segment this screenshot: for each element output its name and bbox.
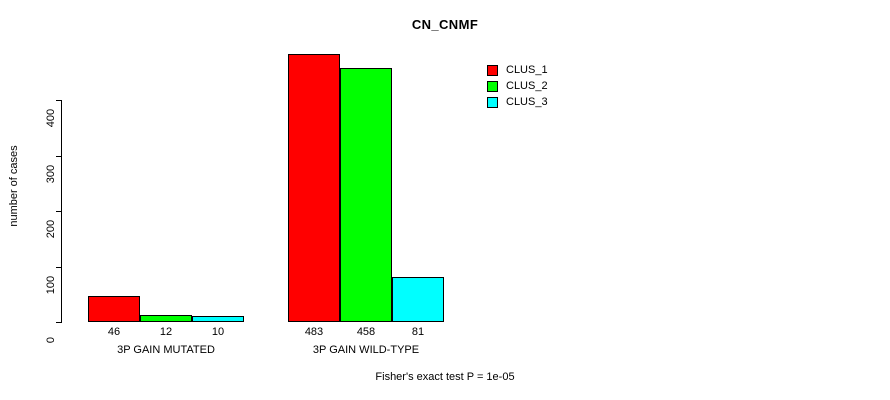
group-label: 3P GAIN MUTATED xyxy=(117,344,215,356)
bar xyxy=(392,277,444,322)
bar-value-label: 12 xyxy=(159,326,173,338)
legend-swatch-icon xyxy=(487,81,498,92)
y-axis-tick-label: 100 xyxy=(45,275,57,294)
bar-value-label: 46 xyxy=(107,326,121,338)
legend-item: CLUS_1 xyxy=(487,63,548,78)
bar xyxy=(288,54,340,322)
legend-item-label: CLUS_3 xyxy=(506,96,548,108)
legend-swatch-icon xyxy=(487,65,498,76)
bar xyxy=(192,316,244,322)
chart-subtitle: Fisher's exact test P = 1e-05 xyxy=(375,371,515,383)
legend-item-label: CLUS_1 xyxy=(506,64,548,76)
y-axis-tick xyxy=(56,266,61,268)
y-axis-tick-label: 300 xyxy=(45,164,57,183)
bar-value-label: 81 xyxy=(411,326,425,338)
y-axis-tick xyxy=(56,322,61,323)
legend-item: CLUS_3 xyxy=(487,95,548,110)
bar xyxy=(340,68,392,322)
bar-value-label: 10 xyxy=(211,326,225,338)
y-axis-tick-label: 200 xyxy=(45,219,57,239)
bar xyxy=(88,296,140,322)
y-axis-tick-label: 400 xyxy=(45,108,57,128)
y-axis-tick xyxy=(56,155,61,157)
y-axis-title: number of cases xyxy=(8,145,20,227)
y-axis-tick-label: 0 xyxy=(45,336,57,344)
legend-swatch-icon xyxy=(487,97,498,108)
bar xyxy=(140,315,192,322)
y-axis-tick xyxy=(56,211,61,212)
bar-value-label: 458 xyxy=(356,326,376,338)
bar-value-label: 483 xyxy=(304,326,324,338)
legend-item: CLUS_2 xyxy=(487,79,548,94)
chart-title: CN_CNMF xyxy=(411,17,479,32)
y-axis-tick xyxy=(56,100,61,101)
group-label: 3P GAIN WILD-TYPE xyxy=(312,344,420,356)
y-axis-line xyxy=(61,100,62,323)
legend-item-label: CLUS_2 xyxy=(506,80,548,92)
legend: CLUS_1 CLUS_2 CLUS_3 xyxy=(487,63,548,111)
